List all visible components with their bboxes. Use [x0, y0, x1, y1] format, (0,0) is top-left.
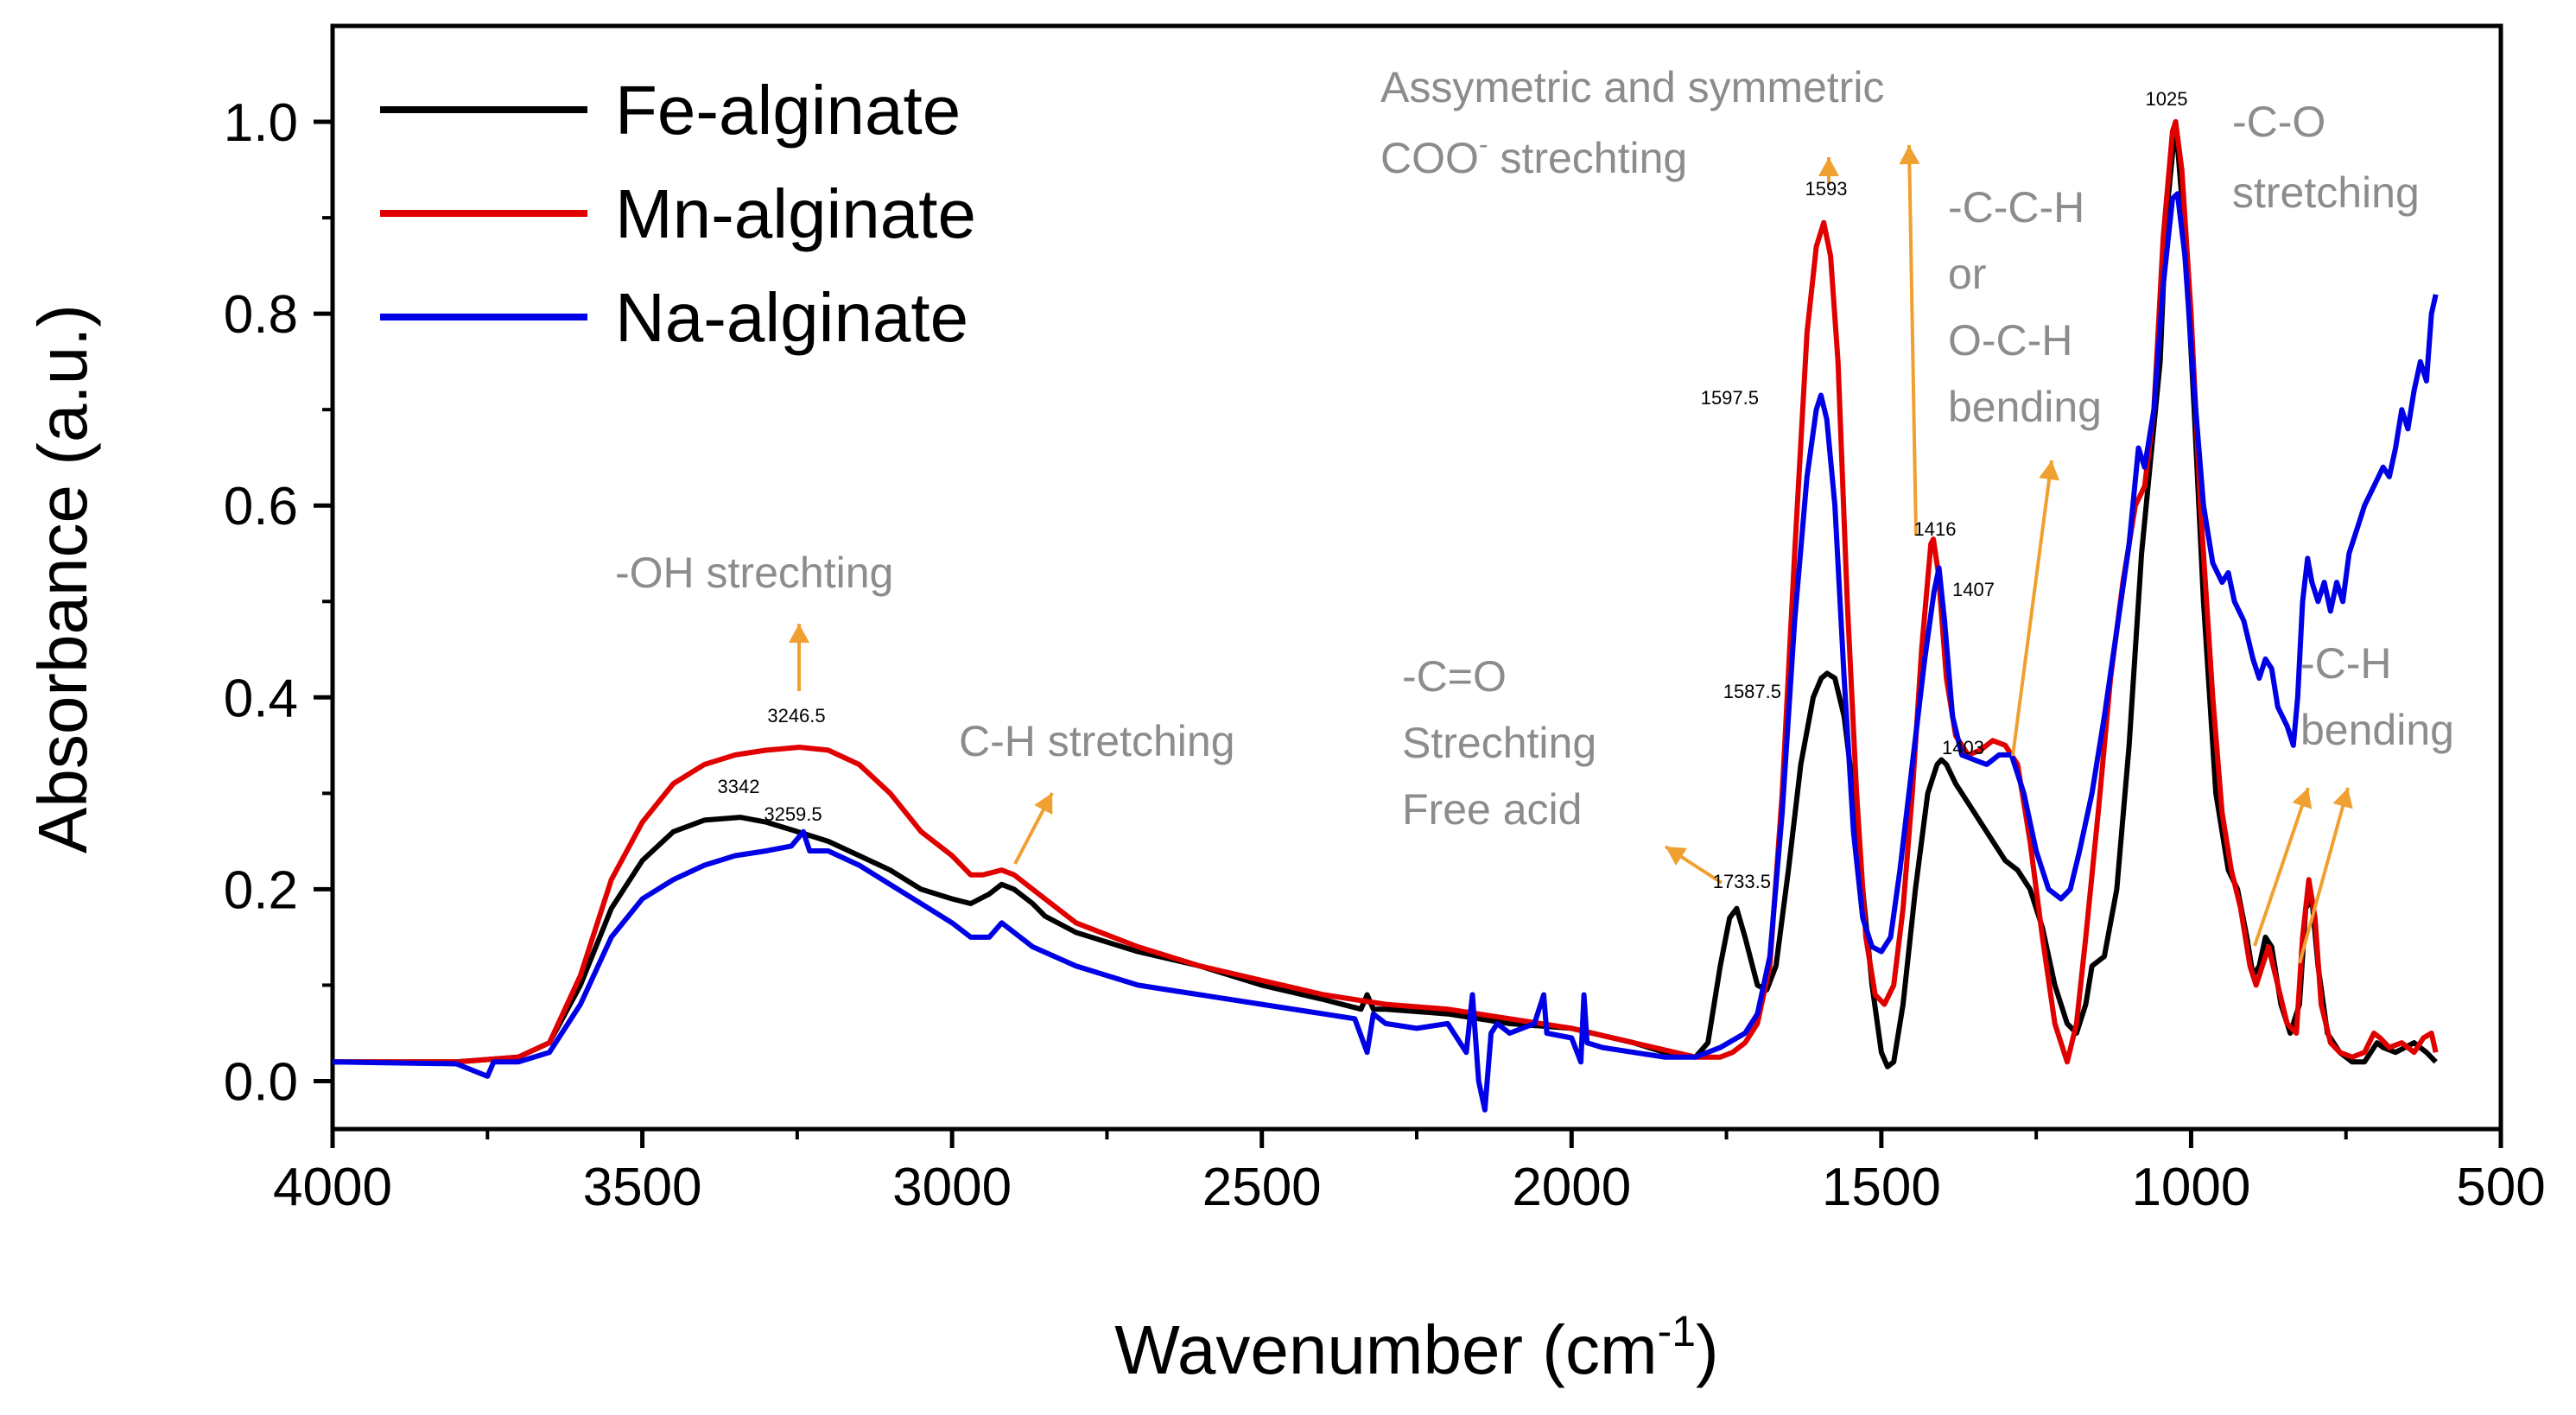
annotation-superscript: -: [1479, 129, 1488, 160]
y-axis: 0.0 0.2 0.4 0.6 0.8 1.0: [224, 93, 333, 1112]
x-axis-title-main: Wavenumber (cm: [1114, 1311, 1657, 1388]
x-axis-title: Wavenumber (cm-1): [1114, 1307, 1718, 1388]
y-tick-label: 0.2: [224, 860, 298, 920]
peak-label: 1587.5: [1723, 681, 1781, 702]
annotation-arrow: [2011, 460, 2053, 757]
peak-label: 1593: [1805, 178, 1848, 200]
legend-label: Mn-alginate: [615, 175, 976, 252]
annotation-arrow: [1907, 144, 1918, 536]
x-tick-label: 1000: [2131, 1158, 2250, 1217]
arrow-head: [789, 624, 809, 643]
annotation-line: -C=O: [1402, 652, 1507, 701]
x-tick-label: 4000: [273, 1158, 392, 1217]
x-tick-label: 1500: [1822, 1158, 1941, 1217]
annotation-line: -C-C-H: [1948, 183, 2084, 232]
annotation-arrow: [2253, 787, 2310, 947]
peak-label: 1416: [1914, 518, 1957, 540]
annotation-line: C-H stretching: [959, 717, 1235, 765]
arrow-head: [2332, 788, 2353, 809]
x-tick-label: 2000: [1512, 1158, 1631, 1217]
y-axis-title: Absorbance (a.u.): [24, 304, 101, 853]
arrow-head: [1818, 157, 1839, 176]
peak-label: 1597.5: [1701, 387, 1759, 409]
y-tick-label: 0.0: [224, 1052, 298, 1112]
arrow-head: [1034, 793, 1053, 815]
annotation-line: -C-O: [2232, 98, 2325, 146]
series-line-na-alginate: [332, 191, 2439, 1113]
x-tick-label: 3500: [583, 1158, 702, 1217]
y-tick-label: 0.6: [224, 477, 298, 536]
peak-label: 3259.5: [764, 803, 822, 825]
annotation-line: Strechting: [1402, 719, 1596, 767]
y-tick-label: 1.0: [224, 93, 298, 153]
annotation-line: -C-H: [2300, 639, 2392, 688]
series-line-mn-alginate: [333, 119, 2439, 1065]
peak-label: 1733.5: [1713, 871, 1771, 892]
arrow-head: [1666, 847, 1687, 866]
x-axis-title-superscript: -1: [1658, 1307, 1696, 1355]
x-tick-label: 3000: [892, 1158, 1012, 1217]
x-axis-title-end: ): [1696, 1311, 1719, 1388]
peak-label: 1025: [2146, 88, 2188, 110]
legend-label: Na-alginate: [615, 279, 968, 356]
peak-label: 3246.5: [767, 705, 825, 727]
legend-label: Fe-alginate: [615, 72, 961, 149]
x-tick-label: 2500: [1202, 1158, 1322, 1217]
legend: Fe-alginate Mn-alginate Na-alginate: [380, 72, 976, 356]
annotation-line: stretching: [2232, 168, 2420, 217]
annotation-line: O-C-H: [1948, 316, 2072, 365]
series-line-fe-alginate: [333, 119, 2438, 1069]
annotation-line: bending: [1948, 383, 2102, 431]
annotation-line: COO- strechting: [1380, 129, 1687, 182]
y-tick-label: 0.8: [224, 285, 298, 345]
peak-label: 1407: [1952, 579, 1995, 600]
arrow-head: [1899, 145, 1920, 165]
y-tick-label: 0.4: [224, 669, 298, 728]
peak-label: 1403: [1942, 737, 1984, 758]
arrow-head: [2292, 788, 2313, 809]
series-layer: [332, 119, 2439, 1113]
annotation-line: Assymetric and symmetric: [1380, 63, 1884, 111]
annotation-layer: -OH strechting C-H stretching -C=O Strechti…: [615, 63, 2454, 834]
annotation-line: bending: [2300, 706, 2454, 754]
peak-label: 3342: [718, 776, 760, 797]
plot-area: 3342 3246.5 3259.5 1733.5 1597.5 1593 1587.5 14…: [330, 23, 2503, 1132]
annotation-line: -OH strechting: [615, 549, 893, 597]
x-axis: 4000 3500 3000 2500 2000 1500 1000 500: [273, 1129, 2546, 1217]
annotation-line: or: [1948, 250, 1986, 298]
peak-label-layer: 3342 3246.5 3259.5 1733.5 1597.5 1593 1587.5 14…: [718, 88, 2188, 892]
annotation-arrow: [2298, 787, 2350, 964]
annotation-text: strechting: [1488, 134, 1688, 182]
arrow-head: [2039, 460, 2060, 481]
annotation-line: Free acid: [1402, 785, 1582, 834]
annotation-text: COO: [1380, 134, 1479, 182]
x-tick-label: 500: [2456, 1158, 2545, 1217]
arrow-layer: [789, 144, 2353, 964]
